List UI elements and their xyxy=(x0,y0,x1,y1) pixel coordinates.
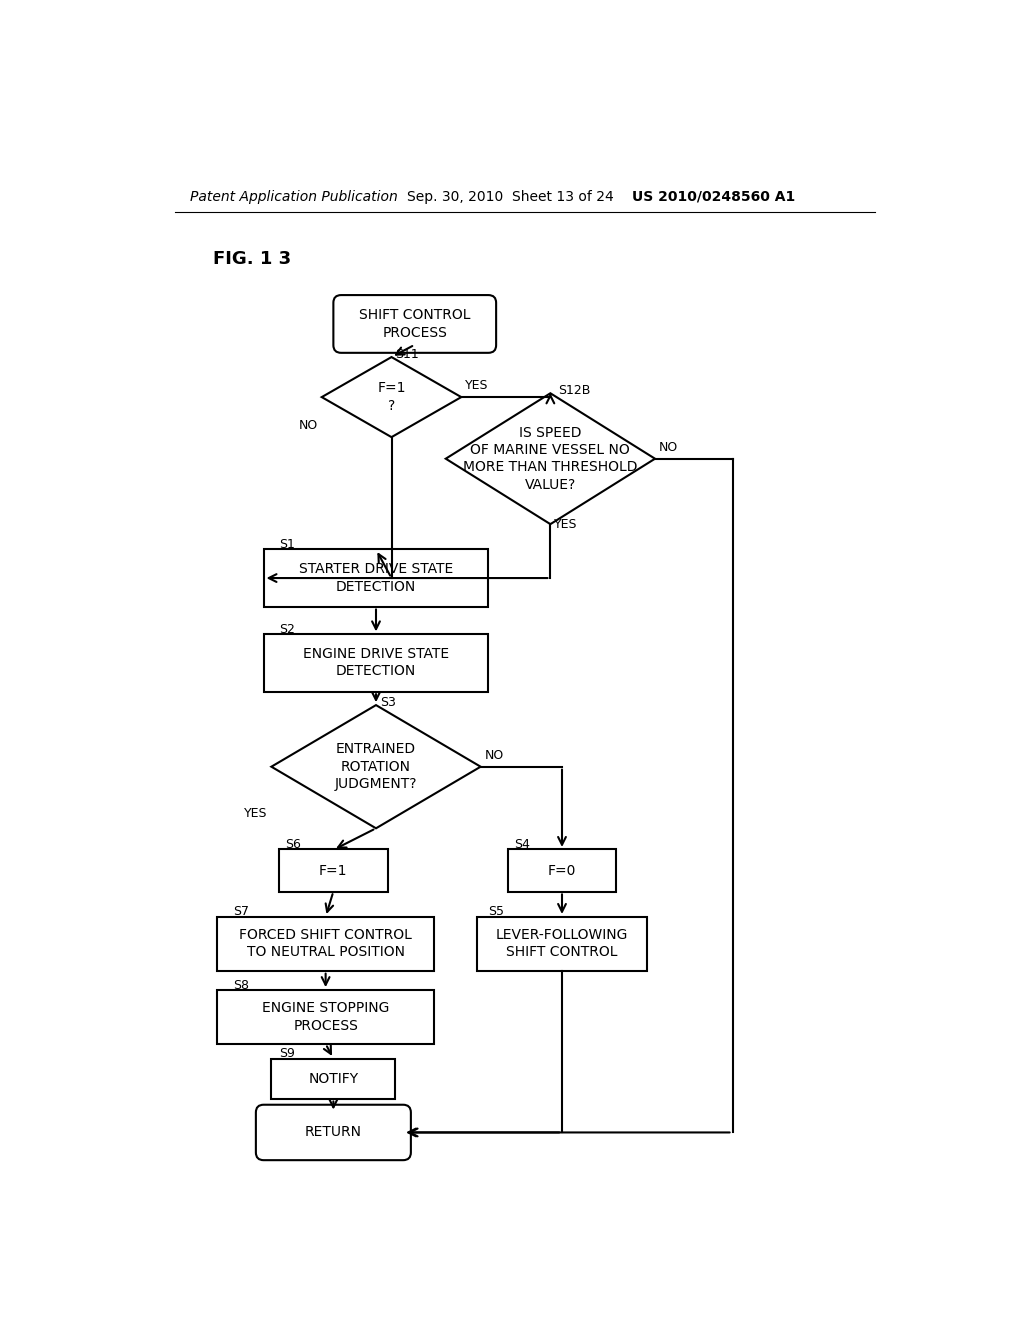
Bar xyxy=(477,917,647,970)
Text: ENTRAINED
ROTATION
JUDGMENT?: ENTRAINED ROTATION JUDGMENT? xyxy=(335,742,417,791)
Text: LEVER-FOLLOWING
SHIFT CONTROL: LEVER-FOLLOWING SHIFT CONTROL xyxy=(496,928,628,960)
Bar xyxy=(280,850,388,892)
Text: US 2010/0248560 A1: US 2010/0248560 A1 xyxy=(632,190,795,203)
Text: IS SPEED
OF MARINE VESSEL NO
MORE THAN THRESHOLD
VALUE?: IS SPEED OF MARINE VESSEL NO MORE THAN T… xyxy=(463,426,638,491)
Text: S12B: S12B xyxy=(558,384,591,397)
Text: YES: YES xyxy=(244,807,267,820)
Text: F=1
?: F=1 ? xyxy=(377,381,406,413)
Text: S4: S4 xyxy=(514,838,529,851)
Text: FIG. 1 3: FIG. 1 3 xyxy=(213,249,292,268)
Text: YES: YES xyxy=(554,517,578,531)
Bar xyxy=(217,917,434,970)
FancyBboxPatch shape xyxy=(334,296,496,352)
Text: YES: YES xyxy=(465,379,488,392)
Text: SHIFT CONTROL
PROCESS: SHIFT CONTROL PROCESS xyxy=(359,309,470,339)
Polygon shape xyxy=(322,358,461,437)
Bar xyxy=(263,549,488,607)
Text: Sep. 30, 2010  Sheet 13 of 24: Sep. 30, 2010 Sheet 13 of 24 xyxy=(407,190,613,203)
Text: NO: NO xyxy=(658,441,678,454)
Text: S8: S8 xyxy=(232,978,249,991)
Bar xyxy=(508,850,616,892)
Text: STARTER DRIVE STATE
DETECTION: STARTER DRIVE STATE DETECTION xyxy=(299,562,454,594)
Text: NO: NO xyxy=(484,748,504,762)
Text: FORCED SHIFT CONTROL
TO NEUTRAL POSITION: FORCED SHIFT CONTROL TO NEUTRAL POSITION xyxy=(240,928,412,960)
Polygon shape xyxy=(271,705,480,829)
Text: S3: S3 xyxy=(380,696,395,709)
Text: F=1: F=1 xyxy=(319,863,347,878)
Text: S9: S9 xyxy=(280,1047,295,1060)
Bar xyxy=(263,634,488,692)
Bar xyxy=(217,990,434,1044)
Text: NOTIFY: NOTIFY xyxy=(308,1072,358,1085)
Polygon shape xyxy=(445,393,655,524)
Text: S5: S5 xyxy=(488,906,505,919)
Text: ENGINE STOPPING
PROCESS: ENGINE STOPPING PROCESS xyxy=(262,1002,389,1032)
Text: ENGINE DRIVE STATE
DETECTION: ENGINE DRIVE STATE DETECTION xyxy=(303,647,450,678)
Text: NO: NO xyxy=(299,420,317,433)
Bar xyxy=(271,1059,395,1098)
FancyBboxPatch shape xyxy=(256,1105,411,1160)
Text: S2: S2 xyxy=(280,623,295,636)
Text: F=0: F=0 xyxy=(548,863,577,878)
Text: S7: S7 xyxy=(232,906,249,919)
Text: S11: S11 xyxy=(395,348,419,360)
Text: Patent Application Publication: Patent Application Publication xyxy=(190,190,397,203)
Text: RETURN: RETURN xyxy=(305,1126,361,1139)
Text: S6: S6 xyxy=(286,838,301,851)
Text: S1: S1 xyxy=(280,539,295,552)
